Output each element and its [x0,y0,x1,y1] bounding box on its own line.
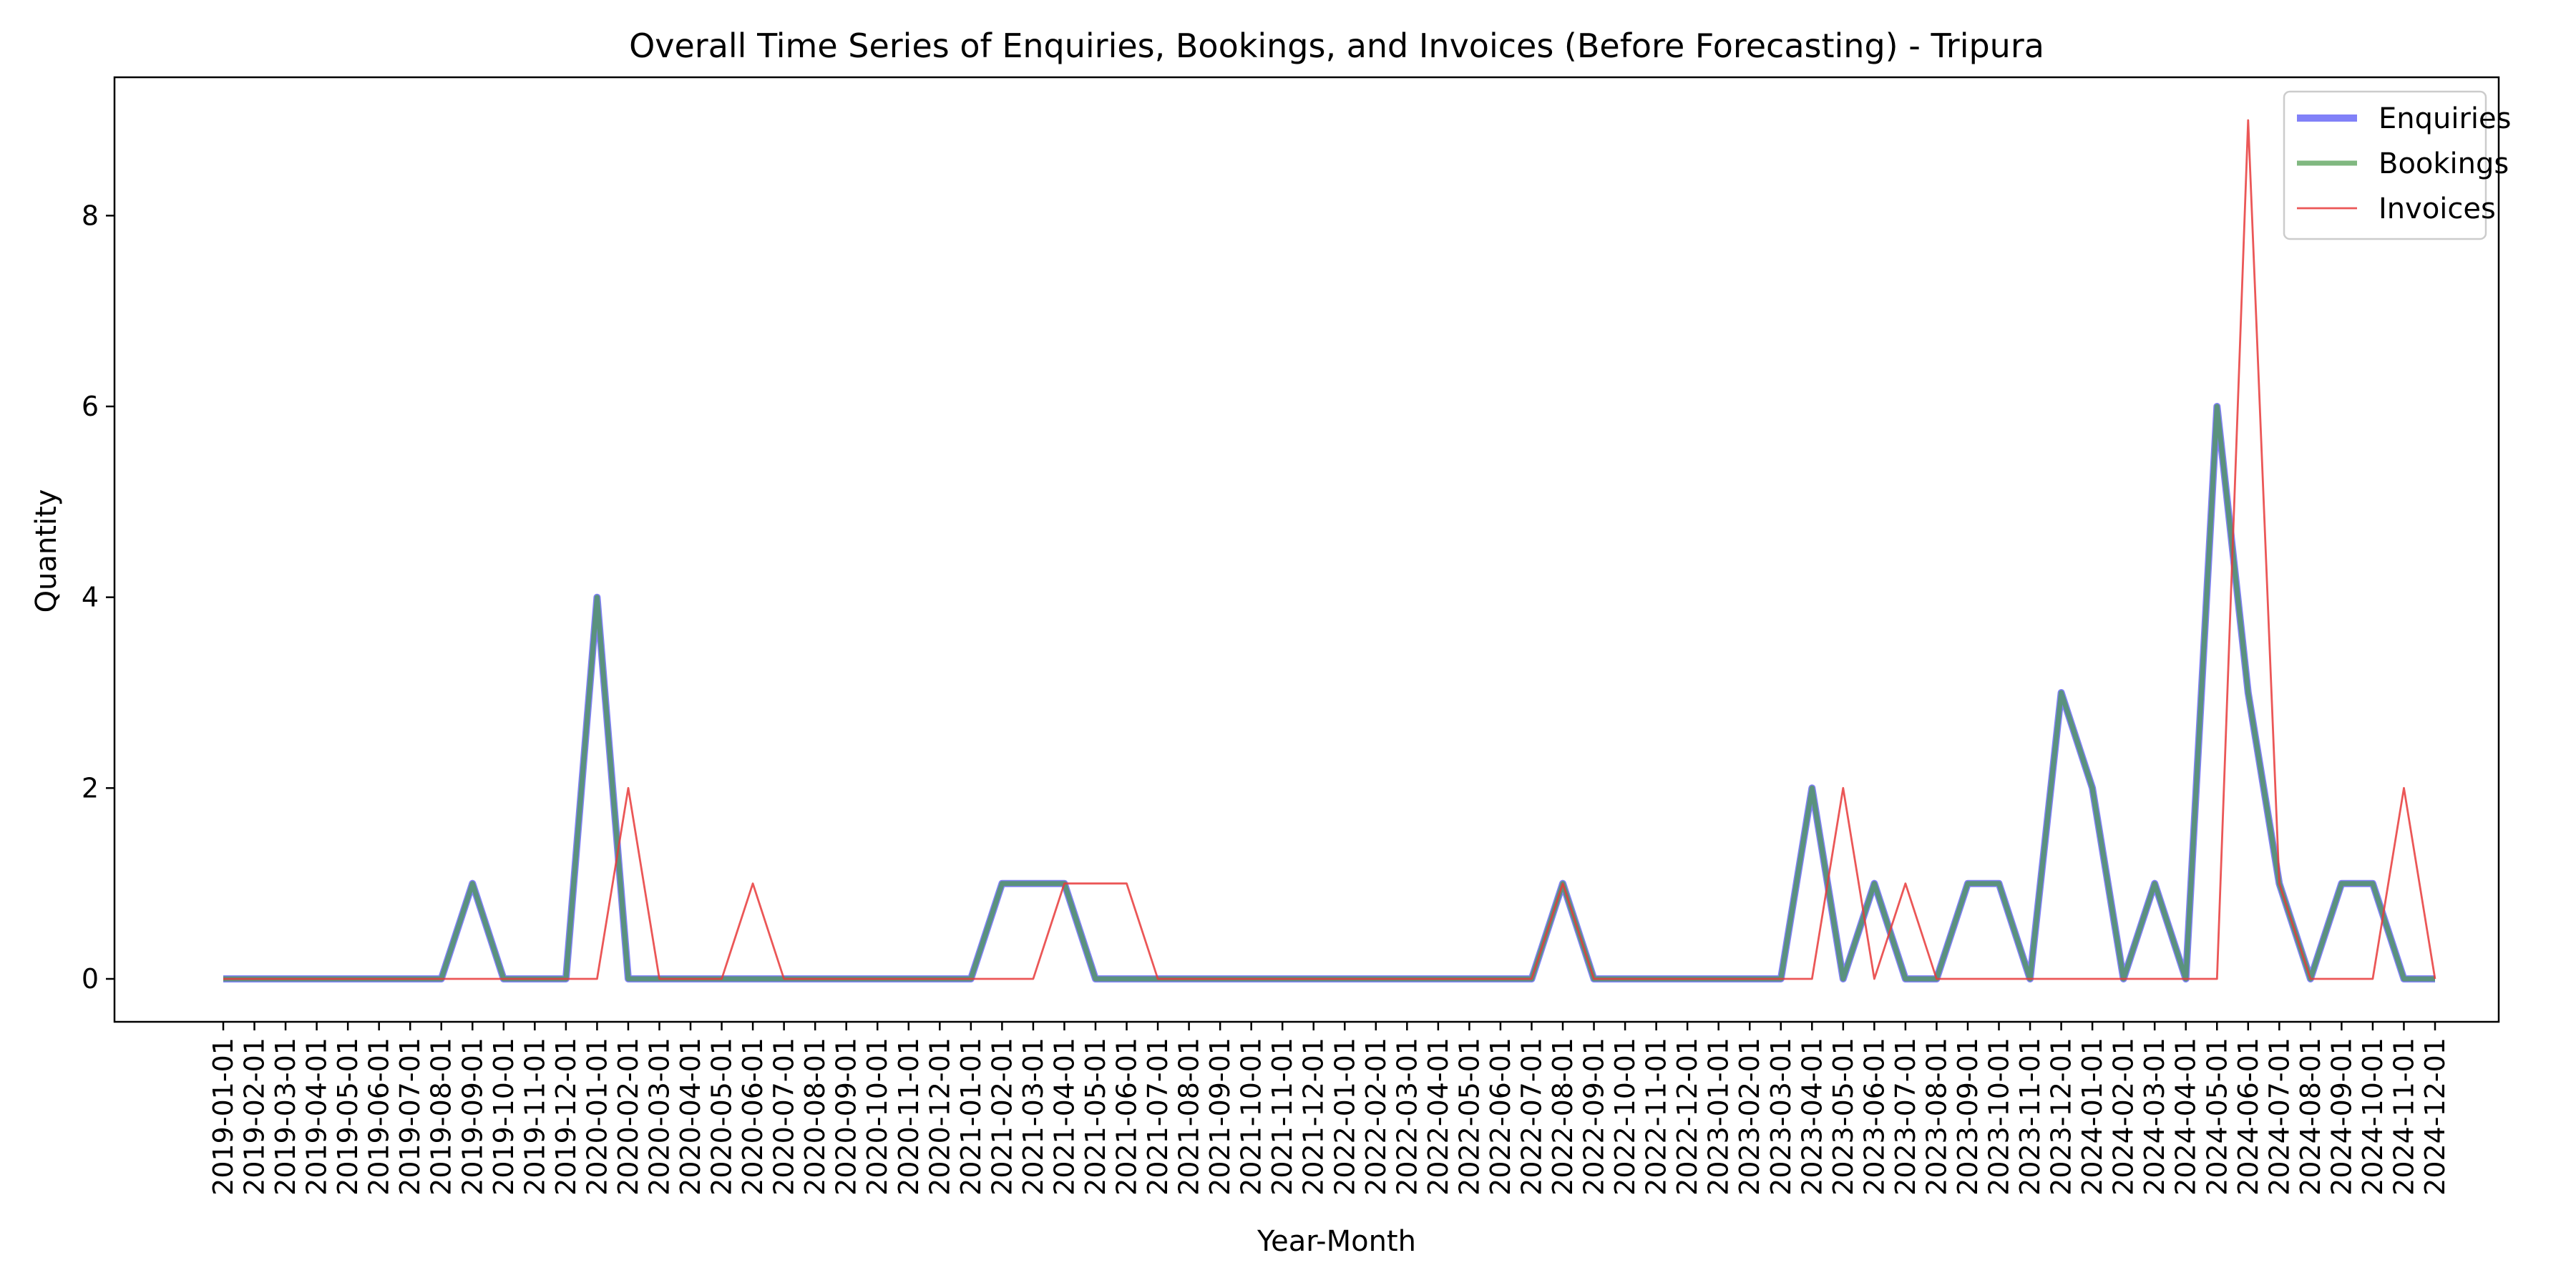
x-tick-label: 2022-09-01 [1579,1038,1610,1196]
legend-box [2283,90,2487,240]
x-tick-label: 2022-12-01 [1672,1038,1703,1196]
x-tick-label: 2022-07-01 [1516,1038,1547,1196]
x-tick-label: 2019-03-01 [270,1038,301,1196]
x-tick-label: 2021-04-01 [1048,1038,1080,1196]
y-axis-label: Quantity [30,489,63,613]
x-tick-label: 2019-01-01 [208,1038,239,1196]
x-tick-label: 2022-06-01 [1485,1038,1516,1196]
x-tick-label: 2024-02-01 [2108,1038,2140,1196]
x-tick-label: 2021-09-01 [1204,1038,1236,1196]
x-tick-label: 2024-04-01 [2170,1038,2202,1196]
y-tick-label: 0 [82,963,99,995]
legend-label-bookings: Bookings [2379,147,2509,180]
y-tick-label: 4 [82,582,99,613]
x-tick-label: 2021-03-01 [1018,1038,1049,1196]
x-tick-label: 2023-11-01 [2014,1038,2046,1196]
x-tick-label: 2023-08-01 [1921,1038,1952,1196]
x-tick-label: 2023-12-01 [2046,1038,2077,1196]
x-tick-label: 2020-05-01 [706,1038,738,1196]
x-tick-label: 2019-06-01 [364,1038,395,1196]
x-tick-label: 2020-02-01 [613,1038,644,1196]
x-tick-label: 2020-07-01 [769,1038,800,1196]
x-tick-label: 2024-09-01 [2326,1038,2357,1196]
x-tick-label: 2022-01-01 [1329,1038,1360,1196]
x-tick-label: 2020-12-01 [924,1038,955,1196]
x-tick-label: 2022-11-01 [1641,1038,1672,1196]
x-tick-label: 2022-10-01 [1609,1038,1641,1196]
x-tick-label: 2023-03-01 [1765,1038,1797,1196]
y-tick-label: 6 [82,391,99,422]
x-tick-label: 2023-05-01 [1828,1038,1859,1196]
x-tick-label: 2022-02-01 [1360,1038,1392,1196]
x-tick-label: 2019-05-01 [332,1038,364,1196]
x-tick-label: 2019-02-01 [239,1038,270,1196]
x-tick-label: 2024-12-01 [2419,1038,2451,1196]
x-tick-label: 2024-07-01 [2263,1038,2295,1196]
x-tick-label: 2024-06-01 [2233,1038,2264,1196]
x-tick-label: 2024-05-01 [2201,1038,2233,1196]
x-tick-label: 2019-11-01 [519,1038,550,1196]
x-tick-label: 2021-01-01 [955,1038,987,1196]
x-tick-label: 2019-08-01 [426,1038,457,1196]
x-tick-label: 2024-11-01 [2388,1038,2419,1196]
x-tick-label: 2022-05-01 [1453,1038,1485,1196]
x-tick-label: 2021-12-01 [1298,1038,1330,1196]
plot-frame [113,76,2500,1023]
x-tick-label: 2023-07-01 [1890,1038,1921,1196]
x-tick-label: 2021-05-01 [1080,1038,1111,1196]
x-tick-label: 2023-01-01 [1703,1038,1735,1196]
legend-label-invoices: Invoices [2379,192,2496,225]
x-axis-label: Year-Month [1257,1225,1416,1258]
x-tick-label: 2022-04-01 [1423,1038,1454,1196]
x-tick-label: 2024-01-01 [2077,1038,2108,1196]
bookings-line [223,404,2435,982]
x-tick-label: 2023-06-01 [1858,1038,1890,1196]
x-tick-label: 2020-09-01 [831,1038,862,1196]
x-tick-label: 2022-03-01 [1391,1038,1423,1196]
x-tick-label: 2020-06-01 [737,1038,769,1196]
x-tick-label: 2021-07-01 [1142,1038,1174,1196]
x-tick-label: 2023-10-01 [1984,1038,2015,1196]
x-tick-label: 2023-09-01 [1952,1038,1984,1196]
x-tick-label: 2019-07-01 [394,1038,426,1196]
x-tick-label: 2020-01-01 [581,1038,613,1196]
invoices-line [223,119,2436,980]
x-tick-label: 2020-04-01 [675,1038,706,1196]
y-tick-label: 2 [82,772,99,804]
legend-label-enquiries: Enquiries [2379,102,2512,135]
x-tick-label: 2021-11-01 [1267,1038,1298,1196]
x-tick-label: 2021-06-01 [1111,1038,1143,1196]
x-tick-label: 2021-08-01 [1174,1038,1205,1196]
x-tick-label: 2019-12-01 [550,1038,582,1196]
x-tick-label: 2024-03-01 [2139,1038,2170,1196]
x-tick-label: 2022-08-01 [1547,1038,1579,1196]
x-tick-label: 2020-08-01 [799,1038,831,1196]
x-tick-label: 2021-02-01 [986,1038,1018,1196]
x-tick-label: 2019-10-01 [488,1038,519,1196]
x-tick-label: 2019-09-01 [457,1038,488,1196]
x-tick-label: 2024-10-01 [2357,1038,2389,1196]
x-tick-label: 2019-04-01 [301,1038,333,1196]
y-tick-label: 8 [82,200,99,231]
x-tick-label: 2024-08-01 [2295,1038,2326,1196]
x-tick-label: 2020-10-01 [862,1038,893,1196]
x-tick-label: 2021-10-01 [1236,1038,1267,1196]
x-tick-label: 2020-11-01 [893,1038,924,1196]
x-tick-label: 2023-04-01 [1796,1038,1828,1196]
enquiries-line [223,403,2435,982]
chart-title: Overall Time Series of Enquiries, Bookin… [629,26,2044,65]
x-tick-label: 2020-03-01 [643,1038,675,1196]
x-tick-label: 2023-02-01 [1734,1038,1765,1196]
